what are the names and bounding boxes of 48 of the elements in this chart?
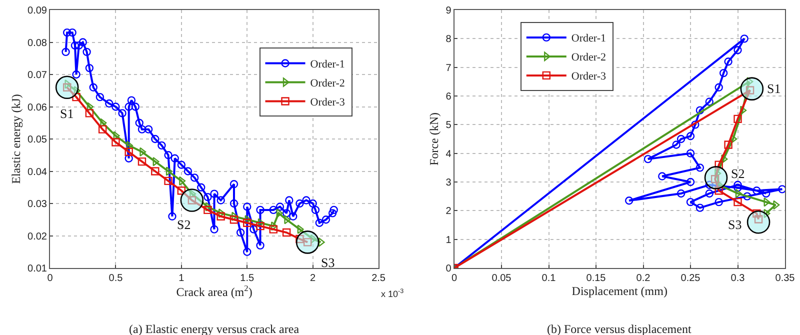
y-tick-label: 0.06 <box>28 102 48 114</box>
y-tick-label: 0.07 <box>28 70 48 81</box>
annotation: S2 <box>177 217 191 232</box>
y-tick-label: 0.09 <box>28 6 48 16</box>
x-tick-label: 2 <box>310 273 316 284</box>
y-axis-title: Force (kN) <box>426 112 441 166</box>
y-tick-label: 0.04 <box>28 166 48 178</box>
y-axis-title: Elastic energy (kJ) <box>8 94 23 184</box>
x-tick-label: 0.15 <box>586 273 606 284</box>
x-tick-label: 0.3 <box>730 273 746 284</box>
y-tick-label: 0.08 <box>28 38 48 49</box>
annotation: S3 <box>728 217 742 232</box>
x-tick-label: 1 <box>178 273 185 284</box>
legend-label: Order-2 <box>571 52 606 64</box>
x-tick-label: 0.25 <box>680 273 701 284</box>
y-tick-label: 0.02 <box>28 231 48 242</box>
legend-label: Order-3 <box>571 70 606 83</box>
y-tick-label: 0.05 <box>28 134 48 146</box>
legend-label: Order-1 <box>571 32 606 45</box>
annotation: S3 <box>321 255 335 270</box>
x-tick-label: 0.2 <box>636 273 651 284</box>
y-tick-label: 2 <box>446 206 452 218</box>
legend-label: Order-2 <box>310 78 345 90</box>
y-tick-label: 0 <box>446 264 452 274</box>
x-tick-label: 0.05 <box>492 273 512 284</box>
legend-label: Order-3 <box>310 96 346 109</box>
y-tick-label: 6 <box>446 92 452 102</box>
y-tick-label: 7 <box>446 62 452 74</box>
y-tick-label: 8 <box>446 34 452 46</box>
x-axis-title: Displacement (mm) <box>572 284 668 298</box>
annotation: S1 <box>60 106 74 121</box>
x-tick-label: 0.5 <box>108 273 124 284</box>
y-tick-label: 1 <box>446 234 452 246</box>
text: x 10$^{-3}$ <box>381 288 404 299</box>
y-tick-label: 4 <box>446 148 452 160</box>
x-tick-label: 1.5 <box>240 273 255 284</box>
annotation: S1 <box>767 81 781 96</box>
annotation: S2 <box>731 166 745 181</box>
x-axis-title: Crack area (m$^{2}$) <box>176 284 252 300</box>
x-tick-label: 2.5 <box>372 273 386 284</box>
y-tick-label: 3 <box>446 178 452 188</box>
y-tick-label: 5 <box>446 120 452 132</box>
y-tick-label: 0.01 <box>28 264 48 274</box>
y-tick-label: 0.03 <box>28 199 48 210</box>
y-tick-label: 9 <box>446 6 452 16</box>
legend-label: Order-1 <box>310 58 345 71</box>
x-tick-label: 0.1 <box>542 273 556 284</box>
x-tick-label: 0.35 <box>775 273 796 284</box>
